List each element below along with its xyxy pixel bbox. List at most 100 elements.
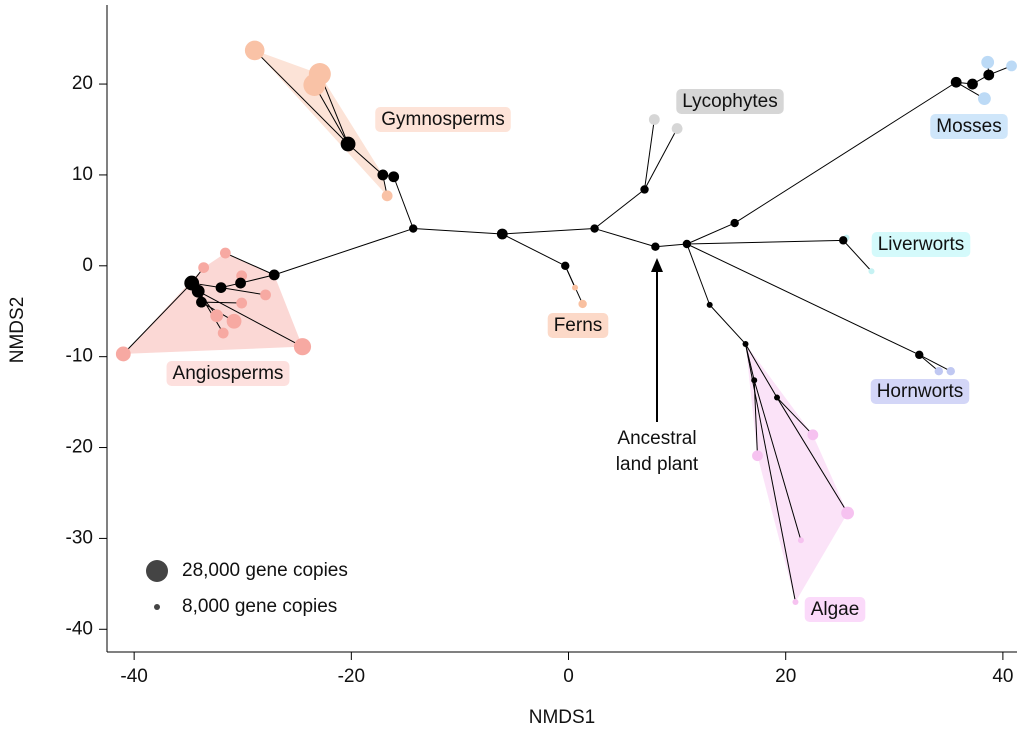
tree-edge (313, 84, 349, 145)
x-tick-label: -20 (338, 666, 365, 687)
tree-node (196, 296, 207, 308)
tree-edge (753, 380, 802, 541)
y-tick-label: 0 (82, 255, 93, 276)
x-tick-label: -40 (120, 666, 147, 687)
tree-edge (918, 354, 940, 372)
clade-hull (745, 343, 848, 603)
tree-edge (644, 128, 678, 190)
tree-edge (347, 143, 384, 176)
tree-node (191, 284, 205, 298)
tree-edge (644, 119, 655, 190)
leaf-point (807, 429, 819, 441)
tree-edge (502, 233, 566, 267)
annotation: Ancestral (617, 428, 696, 449)
clade-hull (123, 253, 303, 354)
label-box (166, 361, 290, 387)
legend-label: 8,000 gene copies (182, 596, 337, 617)
leaf-point (934, 367, 944, 376)
annotation: land plant (616, 454, 699, 475)
tree-edge (919, 354, 951, 372)
tree-edge (686, 222, 735, 245)
leaf-point (115, 346, 131, 362)
tree-edge (220, 287, 266, 296)
tree-edge (734, 81, 957, 224)
legend-marker (146, 560, 168, 582)
tree-node (640, 185, 649, 194)
label-box (804, 597, 866, 623)
tree-edge (254, 50, 349, 145)
tree-edge (686, 243, 920, 356)
tree-node (915, 350, 924, 360)
clade-label: Lycophytes (682, 91, 777, 112)
clade-label: Mosses (936, 116, 1001, 137)
y-tick-label: -20 (66, 437, 93, 458)
label-box (870, 379, 970, 405)
tree-node (839, 236, 848, 245)
leaf-point (752, 450, 763, 462)
tree-node (950, 76, 962, 88)
tree-edge (686, 243, 711, 306)
leaf-point (219, 247, 231, 259)
leaf-point (797, 537, 804, 544)
leaf-point (671, 123, 683, 134)
leaf-point (648, 114, 660, 125)
clade-label: Liverworts (878, 234, 965, 255)
tree-edge (274, 228, 414, 276)
clade-label: Gymnosperms (381, 109, 505, 130)
tree-node (496, 228, 508, 240)
tree-node (742, 340, 749, 347)
tree-node (751, 377, 758, 384)
x-tick-label: 0 (563, 666, 574, 687)
x-axis-label: NMDS1 (529, 707, 596, 728)
clade-label: Hornworts (877, 381, 964, 402)
leaf-point (1006, 60, 1017, 72)
tree-edge (225, 252, 275, 276)
tree-node (215, 282, 227, 294)
leaf-point (226, 313, 242, 329)
tree-node (590, 224, 599, 233)
label-box (547, 313, 609, 339)
leaf-point (217, 327, 229, 339)
tree-node (983, 69, 995, 81)
clade-label: Angiosperms (173, 363, 284, 384)
leaf-point (210, 309, 224, 323)
leaf-point (198, 262, 210, 274)
label-box (930, 114, 1008, 140)
leaf-point (236, 297, 248, 309)
label-box (676, 89, 784, 115)
y-tick-label: -30 (66, 527, 93, 548)
leaf-point (244, 40, 265, 61)
tree-edge (413, 228, 503, 235)
tree-edge (776, 397, 849, 514)
tree-edge (686, 239, 844, 245)
tree-edge (197, 290, 303, 348)
tree-node (682, 239, 692, 249)
tree-edge (842, 240, 872, 272)
leaf-point (792, 599, 799, 606)
x-tick-label: 40 (992, 666, 1013, 687)
tree-edge (655, 243, 687, 248)
leaf-point (303, 73, 326, 96)
tree-edge (240, 274, 275, 284)
leaf-point (841, 506, 854, 520)
y-axis-label: NMDS2 (7, 297, 28, 364)
label-box (375, 107, 511, 133)
x-tick-label: 20 (775, 666, 796, 687)
tree-edge (745, 343, 796, 603)
tree-node (706, 301, 713, 308)
tree-edge (776, 397, 814, 436)
label-box (871, 232, 971, 258)
tree-node (235, 277, 246, 289)
tree-node (561, 261, 570, 270)
legend-marker (154, 604, 160, 610)
clade-label: Ferns (554, 315, 603, 336)
tree-node (340, 136, 356, 152)
leaf-point (981, 55, 995, 69)
tree-node (774, 394, 781, 401)
tree-node (377, 169, 389, 181)
leaf-point (260, 289, 271, 301)
tree-edge (709, 304, 746, 345)
y-tick-label: -10 (66, 346, 93, 367)
tree-edge (502, 228, 595, 235)
